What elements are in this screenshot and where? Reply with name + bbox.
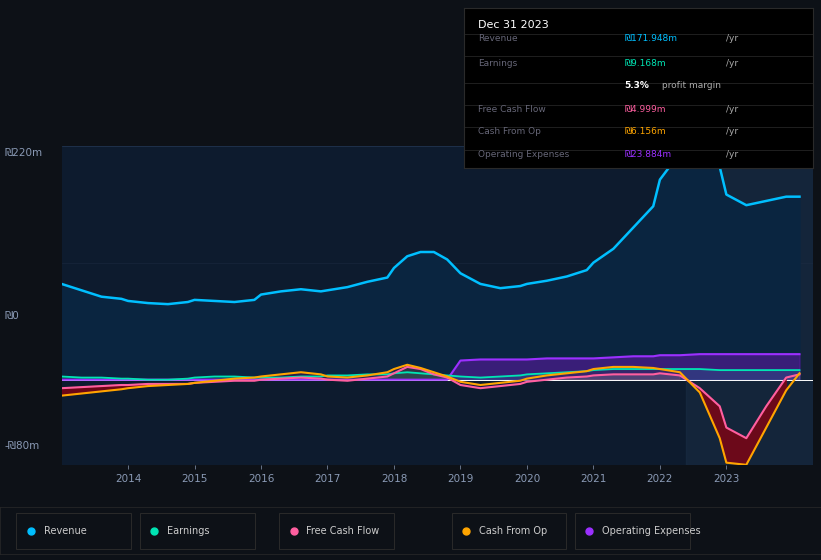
Text: Free Cash Flow: Free Cash Flow [306, 526, 379, 535]
Text: Operating Expenses: Operating Expenses [478, 150, 569, 158]
Text: Operating Expenses: Operating Expenses [602, 526, 700, 535]
Text: ₪4.999m: ₪4.999m [624, 105, 666, 114]
Text: Earnings: Earnings [478, 59, 517, 68]
Text: Revenue: Revenue [44, 526, 86, 535]
Bar [452, 512, 566, 549]
Text: ₪23.884m: ₪23.884m [624, 150, 672, 158]
Bar [686, 146, 813, 465]
Text: Revenue: Revenue [478, 34, 517, 43]
Text: /yr: /yr [726, 127, 738, 136]
Bar [140, 512, 255, 549]
Text: ₪9.168m: ₪9.168m [624, 59, 666, 68]
Bar [16, 512, 131, 549]
Text: ₪0: ₪0 [4, 311, 19, 321]
Text: Dec 31 2023: Dec 31 2023 [478, 20, 548, 30]
Text: ₪171.948m: ₪171.948m [624, 34, 677, 43]
Text: 5.3%: 5.3% [624, 81, 649, 90]
Text: Cash From Op: Cash From Op [479, 526, 547, 535]
Bar [279, 512, 394, 549]
Text: ₪220m: ₪220m [4, 148, 42, 158]
Text: /yr: /yr [726, 59, 738, 68]
Text: -₪80m: -₪80m [4, 441, 39, 451]
Text: profit margin: profit margin [659, 81, 722, 90]
Text: Free Cash Flow: Free Cash Flow [478, 105, 546, 114]
Bar [575, 512, 690, 549]
Text: ₪6.156m: ₪6.156m [624, 127, 666, 136]
Text: Cash From Op: Cash From Op [478, 127, 541, 136]
Text: /yr: /yr [726, 34, 738, 43]
Text: /yr: /yr [726, 105, 738, 114]
Text: Earnings: Earnings [167, 526, 209, 535]
Text: /yr: /yr [726, 150, 738, 158]
